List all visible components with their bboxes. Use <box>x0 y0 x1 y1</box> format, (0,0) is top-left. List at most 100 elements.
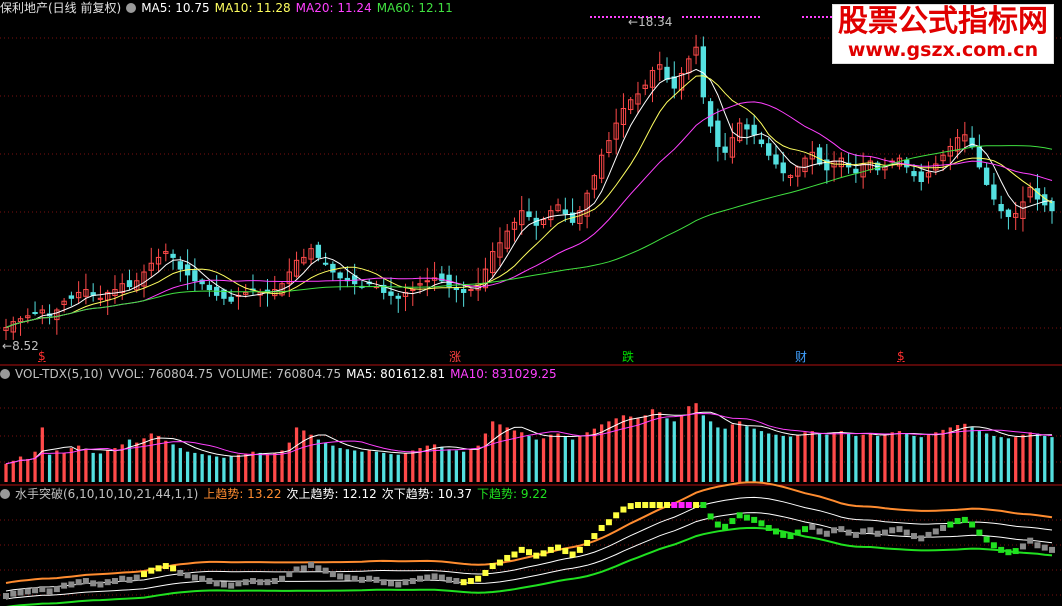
dotted-marker-dot <box>726 16 728 18</box>
breakout-marker <box>395 581 402 588</box>
candle-body <box>243 291 249 295</box>
grid-lines <box>0 37 1062 596</box>
indicator-name[interactable]: 水手突破(6,10,10,10,21,44,1,1) <box>15 487 199 501</box>
breakout-marker <box>453 578 460 585</box>
breakout-marker <box>954 518 961 525</box>
breakout-marker <box>736 512 743 519</box>
volume-bars[interactable] <box>4 403 1054 482</box>
candle-body <box>766 143 772 156</box>
dotted-marker-dot <box>630 16 632 18</box>
breakout-marker <box>1049 546 1055 553</box>
candle-body <box>635 93 641 105</box>
breakout-marker <box>976 529 983 536</box>
candle-body <box>809 151 815 160</box>
breakout-marker <box>329 571 336 578</box>
volume-bar <box>934 432 938 482</box>
volume-bar <box>236 454 241 482</box>
volume-bar <box>970 427 974 482</box>
event-marker-text: $ <box>897 349 905 363</box>
breakout-marker <box>504 554 511 561</box>
breakout-marker <box>576 546 583 553</box>
volume-bar <box>803 432 807 482</box>
breakout-marker <box>373 576 380 583</box>
volume-settings-icon[interactable] <box>0 369 10 379</box>
volume-bar <box>527 435 531 482</box>
breakout-marker <box>46 588 53 595</box>
volume-bar <box>919 437 923 482</box>
dotted-marker-dot <box>622 16 624 18</box>
candle-body <box>1020 201 1026 219</box>
candle-body <box>61 300 67 305</box>
event-marker-finance[interactable]: 财 <box>795 348 807 365</box>
candle-body <box>591 175 598 190</box>
candle-body <box>773 154 779 165</box>
main-pane-header: 保利地产(日线 前复权) MA5: 10.75 MA10: 11.28 MA20: 1… <box>0 0 458 16</box>
event-marker-fall[interactable]: 跌 <box>622 348 634 365</box>
candle-body <box>1013 213 1019 218</box>
breakout-marker <box>322 567 329 574</box>
volume-bar <box>963 423 967 482</box>
breakout-marker <box>90 580 97 587</box>
candle-body <box>1005 209 1012 218</box>
breakout-marker <box>264 579 271 586</box>
dotted-marker-dot <box>730 16 732 18</box>
volume-bar <box>396 454 400 482</box>
volume-bar <box>185 451 190 482</box>
breakout-marker <box>918 535 925 542</box>
event-marker-text: 跌 <box>622 350 635 364</box>
candle-body <box>170 253 176 258</box>
volume-bar <box>491 421 495 482</box>
volume-indicator-name[interactable]: VOL-TDX(5,10) <box>15 367 104 381</box>
next-up-trend-label: 次上趋势: 12.12 <box>286 487 377 501</box>
breakout-marker <box>293 566 300 573</box>
volume-bar <box>338 448 342 482</box>
candlestick-series[interactable] <box>3 34 1055 341</box>
dotted-marker-dot <box>758 16 760 18</box>
event-marker-rise[interactable]: 涨 <box>449 348 461 365</box>
candle-body <box>155 256 162 265</box>
volume-bar <box>1028 432 1032 482</box>
volume-bar <box>403 452 408 482</box>
breakout-marker <box>613 512 620 519</box>
candle-body <box>410 289 416 292</box>
candle-body <box>10 321 16 333</box>
event-marker-dollar-1[interactable]: $ <box>38 349 46 363</box>
volume-bar <box>244 453 248 482</box>
breakout-marker <box>758 520 765 527</box>
breakout-marker <box>111 578 118 585</box>
volume-bar <box>817 433 822 482</box>
candle-body <box>751 124 757 136</box>
event-marker-dollar-2[interactable]: $ <box>897 349 905 363</box>
breakout-marker <box>881 529 888 536</box>
breakout-marker <box>598 524 605 531</box>
candle-body <box>126 280 133 288</box>
indicator-settings-icon[interactable] <box>0 489 10 499</box>
stock-title[interactable]: 保利地产(日线 前复权) <box>0 1 122 15</box>
candle-body <box>308 248 314 260</box>
volume-bar <box>265 454 270 482</box>
breakout-marker <box>424 574 431 581</box>
candle-body <box>163 251 169 254</box>
ma10-label: MA10: 11.28 <box>214 1 291 15</box>
candle-body <box>54 309 60 321</box>
dotted-marker-dot <box>734 16 736 18</box>
breakout-marker <box>489 563 496 570</box>
breakout-marker <box>678 502 685 508</box>
settings-icon[interactable] <box>126 3 137 13</box>
volume-bar <box>178 448 182 482</box>
candle-body <box>97 297 104 300</box>
breakout-marker <box>446 576 453 583</box>
volume-bar <box>287 442 291 482</box>
volume-bar <box>1021 434 1025 482</box>
breakout-marker <box>162 563 169 570</box>
candle-body <box>780 162 786 174</box>
volume-bar <box>905 433 909 482</box>
volume-bar <box>55 450 59 482</box>
volume-bar <box>832 432 836 482</box>
volume-bar <box>788 436 793 482</box>
volume-bar <box>585 432 589 482</box>
breakout-marker <box>671 502 678 508</box>
candle-body <box>976 146 983 168</box>
volume-bar <box>1006 438 1011 482</box>
breakout-marker <box>104 579 111 586</box>
